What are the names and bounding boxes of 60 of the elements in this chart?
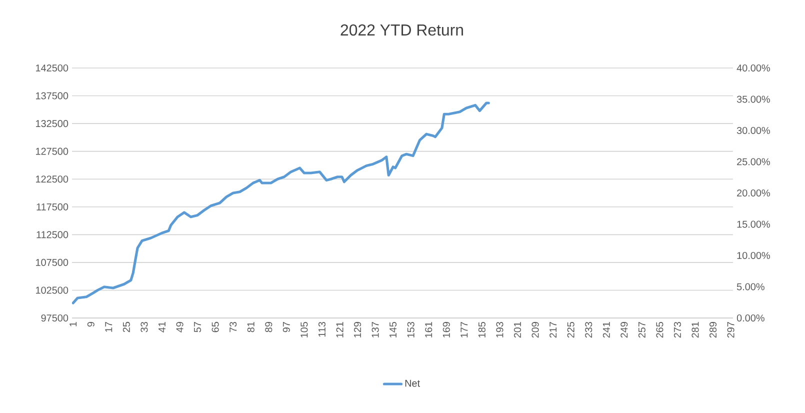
x-tick-label: 225 bbox=[567, 322, 574, 338]
y-tick-label: 112500 bbox=[36, 231, 68, 238]
x-tick-label: 153 bbox=[407, 322, 414, 338]
x-tick-label: 137 bbox=[372, 322, 379, 338]
y-tick-label: 127500 bbox=[36, 148, 68, 155]
x-tick-label: 25 bbox=[122, 322, 130, 332]
y2-tick-label: 20.00% bbox=[737, 189, 770, 197]
line-series bbox=[72, 102, 490, 304]
x-tick-label: 73 bbox=[230, 322, 237, 332]
y-tick-label: 97500 bbox=[41, 314, 68, 322]
x-tick-label: 65 bbox=[212, 322, 219, 332]
x-tick-label: 17 bbox=[105, 322, 112, 332]
x-tick-label: 209 bbox=[532, 322, 539, 338]
x-tick-label: 33 bbox=[140, 322, 148, 332]
x-tick-label: 169 bbox=[442, 322, 450, 338]
y-tick-label: 132500 bbox=[36, 120, 68, 128]
y2-tick-label: 25.00% bbox=[737, 158, 770, 166]
x-tick-label: 105 bbox=[300, 322, 308, 338]
y-tick-label: 102500 bbox=[36, 286, 68, 294]
x-tick-label: 289 bbox=[709, 322, 717, 338]
x-tick-label: 217 bbox=[550, 322, 557, 338]
x-tick-label: 193 bbox=[496, 322, 504, 338]
x-tick-label: 129 bbox=[354, 322, 362, 338]
x-tick-label: 121 bbox=[336, 322, 344, 338]
x-tick-label: 201 bbox=[514, 322, 522, 338]
x-tick-label: 281 bbox=[692, 322, 699, 338]
x-tick-label: 257 bbox=[638, 322, 646, 338]
legend-label: Net bbox=[405, 380, 420, 387]
x-tick-label: 9 bbox=[87, 322, 94, 327]
x-tick-label: 1 bbox=[70, 322, 77, 326]
y-tick-label: 137500 bbox=[36, 92, 68, 100]
chart-title: 2022 YTD Return bbox=[340, 24, 463, 36]
y2-tick-label: 15.00% bbox=[737, 220, 770, 228]
x-tick-label: 249 bbox=[620, 322, 628, 338]
y-tick-label: 142500 bbox=[36, 64, 68, 72]
x-tick-label: 265 bbox=[656, 322, 664, 338]
x-tick-label: 177 bbox=[460, 322, 468, 338]
x-tick-label: 41 bbox=[158, 322, 166, 332]
x-tick-label: 241 bbox=[602, 322, 610, 338]
x-tick-label: 185 bbox=[478, 322, 486, 338]
x-tick-label: 233 bbox=[585, 322, 592, 338]
y2-tick-label: 35.00% bbox=[736, 96, 770, 103]
x-tick-label: 297 bbox=[727, 322, 734, 338]
x-tick-label: 145 bbox=[390, 322, 397, 338]
y2-tick-label: 10.00% bbox=[737, 252, 770, 260]
y2-tick-label: 5.00% bbox=[736, 283, 764, 290]
y-tick-label: 117500 bbox=[36, 203, 68, 210]
y2-tick-label: 40.00% bbox=[736, 64, 770, 72]
y-tick-label: 107500 bbox=[36, 258, 68, 266]
y2-tick-label: 30.00% bbox=[736, 126, 770, 134]
x-tick-label: 97 bbox=[282, 322, 290, 332]
y-tick-label: 122500 bbox=[36, 176, 68, 183]
y2-tick-label: 0.00% bbox=[736, 314, 764, 322]
x-tick-label: 273 bbox=[674, 322, 681, 338]
x-tick-label: 113 bbox=[318, 322, 326, 337]
x-tick-label: 81 bbox=[247, 322, 254, 332]
x-tick-label: 161 bbox=[425, 322, 432, 338]
x-tick-label: 89 bbox=[265, 322, 272, 332]
x-tick-label: 49 bbox=[176, 322, 184, 332]
x-tick-label: 57 bbox=[194, 322, 202, 332]
